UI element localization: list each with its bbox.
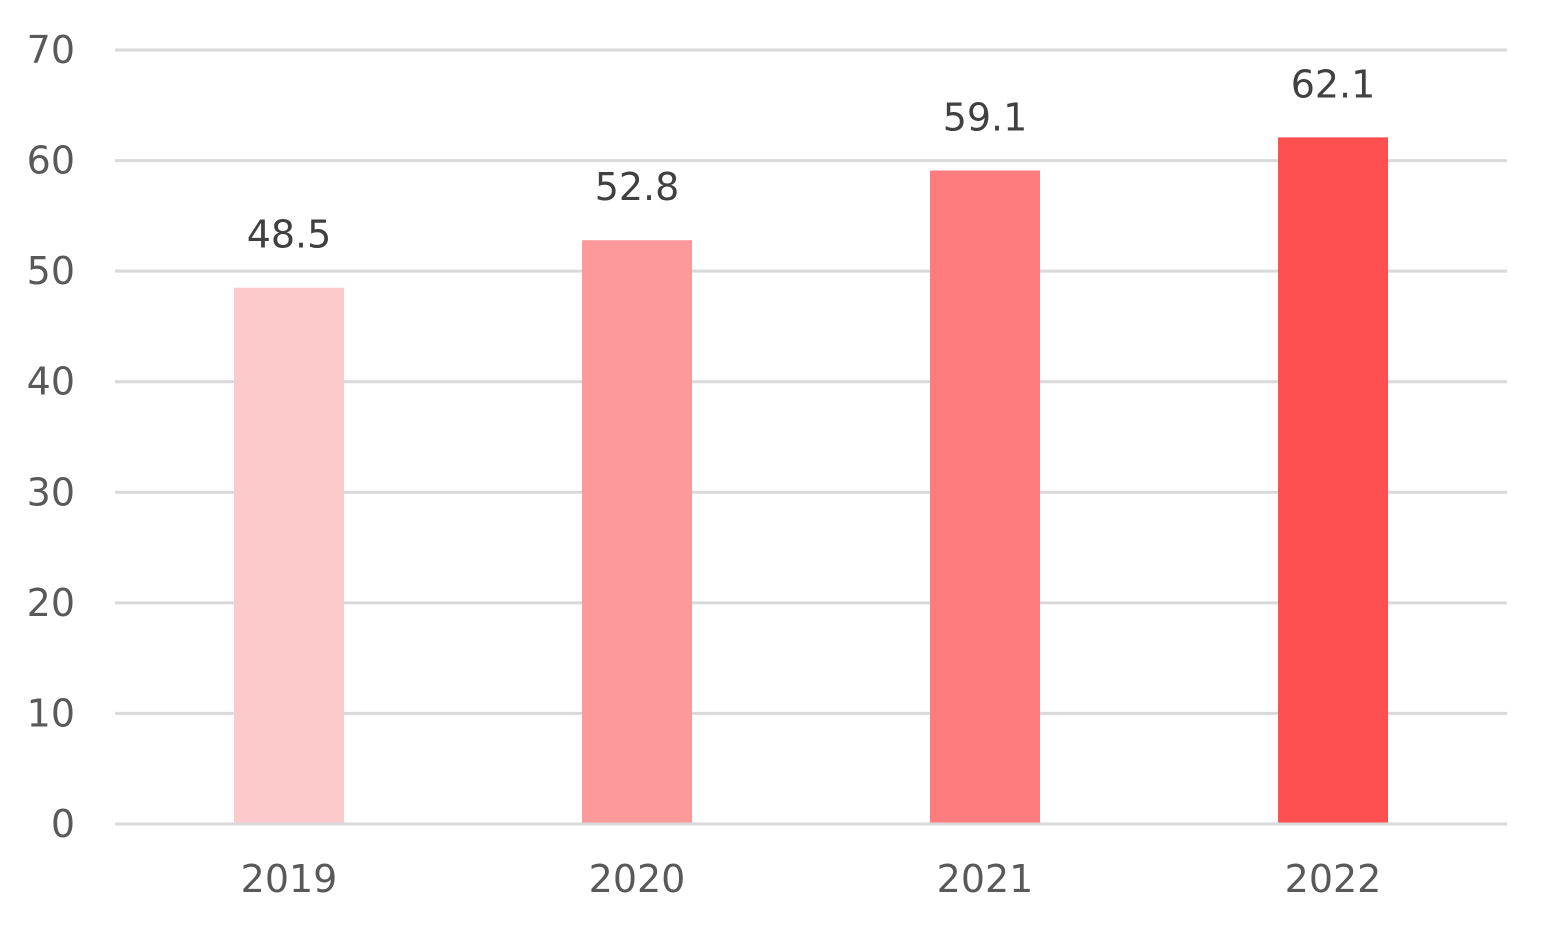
y-tick-label: 20	[27, 581, 75, 625]
data-label: 48.5	[247, 213, 332, 257]
x-category-label: 2022	[1285, 857, 1382, 901]
bar-2021	[930, 170, 1040, 825]
bar-2020	[582, 240, 692, 824]
y-tick-label: 30	[27, 470, 75, 514]
bars	[234, 137, 1388, 825]
x-axis-categories: 2019 2020 2021 2022	[241, 857, 1382, 901]
y-tick-label: 70	[27, 28, 75, 72]
gridlines	[115, 48, 1507, 715]
data-labels: 48.5 52.8 59.1 62.1	[247, 62, 1376, 256]
x-category-label: 2021	[937, 857, 1034, 901]
x-category-label: 2019	[241, 857, 338, 901]
y-axis-ticks: 0 10 20 30 40 50 60 70	[27, 28, 75, 846]
bar-2019	[234, 287, 344, 824]
y-tick-label: 50	[27, 249, 75, 293]
data-label: 52.8	[595, 165, 680, 209]
y-tick-label: 0	[51, 802, 75, 846]
x-category-label: 2020	[589, 857, 686, 901]
y-tick-label: 40	[27, 360, 75, 404]
y-tick-label: 10	[27, 691, 75, 735]
y-tick-label: 60	[27, 139, 75, 183]
bar-2022	[1278, 137, 1388, 824]
data-label: 59.1	[943, 96, 1028, 140]
data-label: 62.1	[1291, 62, 1376, 106]
